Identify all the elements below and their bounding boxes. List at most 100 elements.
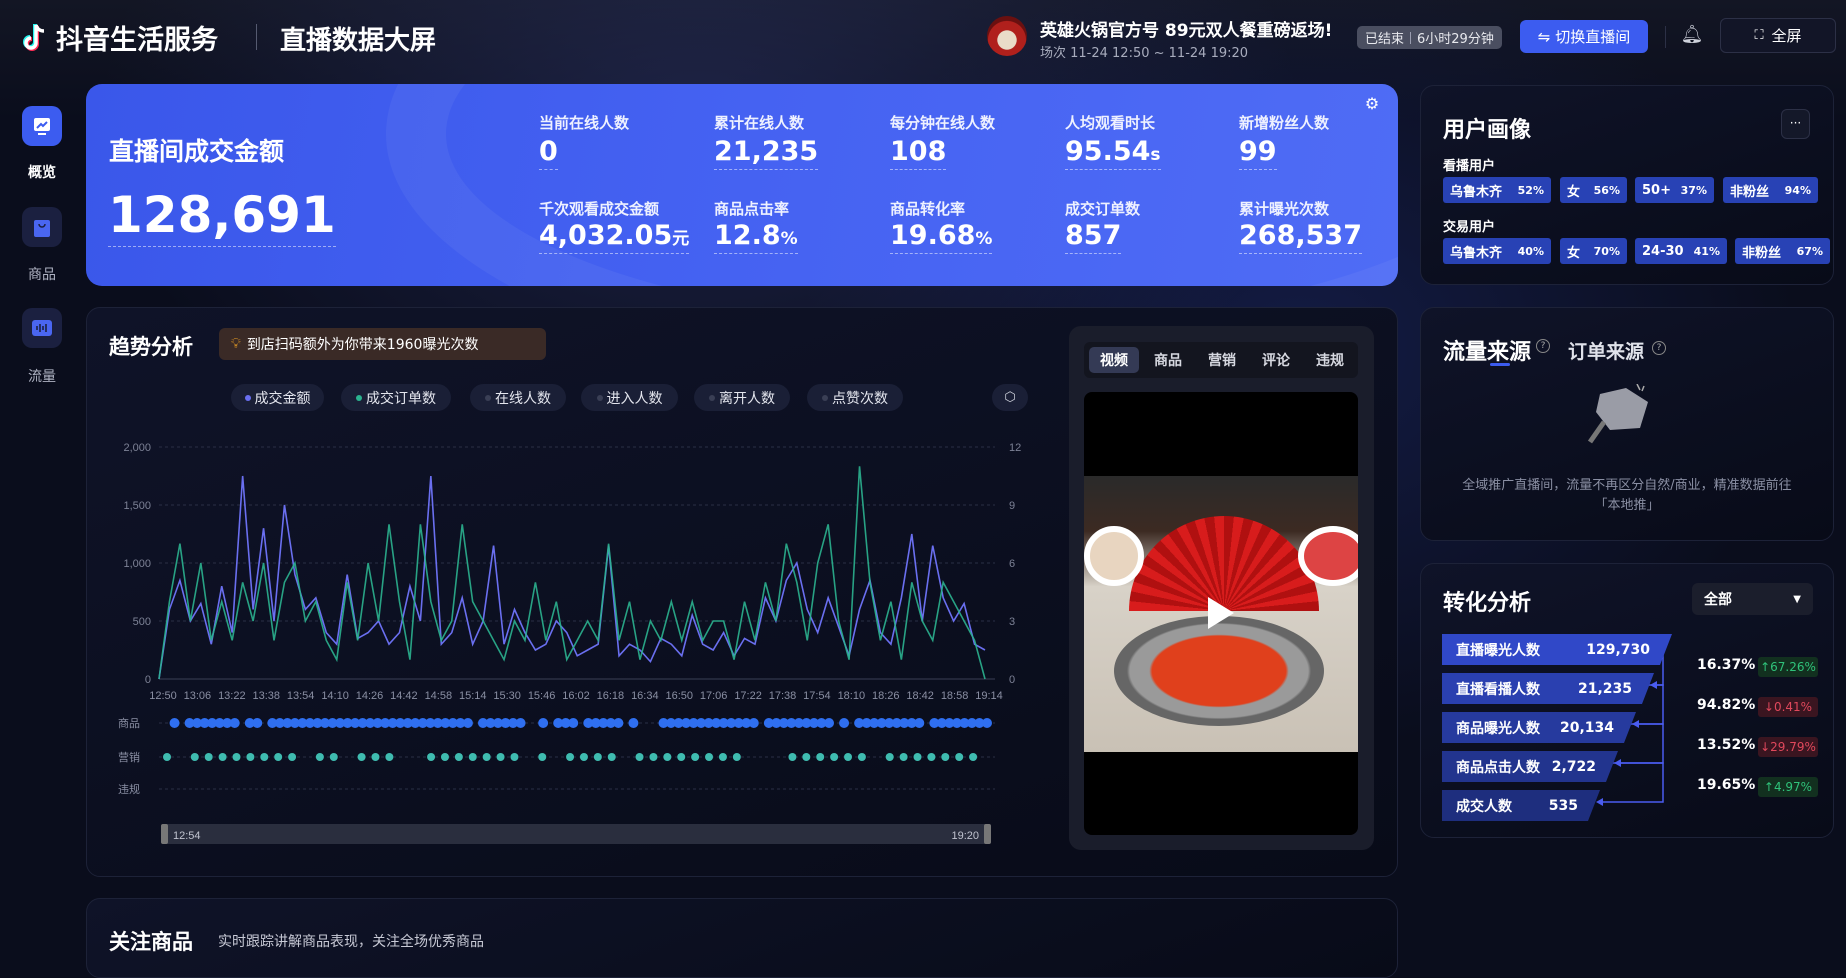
event-dot [741,718,752,728]
event-dot [568,718,579,728]
tag-name: 非粉丝 [1730,184,1770,200]
settings-sliders-icon[interactable]: ⚙︎ [1364,94,1380,113]
metric-label: 人均观看时长 [1065,114,1156,132]
local-push-link[interactable]: 「本地推」 [1594,498,1660,513]
event-dot [553,718,564,728]
video-tab[interactable]: 营销 [1208,353,1236,369]
portrait-tag: 50+ 37% [1635,177,1714,203]
portrait-tag: 非粉丝 67% [1735,238,1830,264]
slider-handle-right [984,824,991,844]
help-icon[interactable]: ? [1536,339,1550,353]
event-dot [192,718,203,728]
play-icon[interactable] [1208,597,1234,629]
event-dot [941,753,950,761]
legend-chip[interactable]: 点赞次数 [807,384,903,411]
legend-label: 点赞次数 [832,390,888,407]
video-tab[interactable]: 视频 [1089,347,1139,373]
tab-traffic-source[interactable]: 流量来源 [1443,340,1532,365]
conversion-rate: 94.82% [1697,697,1756,713]
step-value: 129,730 [1586,641,1650,658]
chart-settings-icon[interactable]: ⬡ [992,384,1028,411]
event-dot [583,718,594,728]
video-tab[interactable]: 违规 [1316,353,1344,369]
legend-chip[interactable]: 离开人数 [694,384,790,411]
metric-label: 当前在线人数 [539,114,630,132]
caret-down-icon: ▼ [1793,593,1801,605]
event-dot [304,718,315,728]
conversion-filter-select[interactable]: 全部 ▼ [1692,583,1813,615]
event-dot [663,753,672,761]
sidebar-item-products[interactable] [22,207,62,247]
x-tick: 15:14 [459,690,487,702]
step-label: 直播看播人数 [1456,681,1540,698]
legend-chip[interactable]: 在线人数 [470,384,566,411]
event-dot [801,718,812,728]
tag-name: 乌鲁木齐 [1450,184,1503,200]
portrait-group-label: 看播用户 [1443,159,1496,174]
more-button[interactable]: ··· [1781,109,1810,139]
event-dot [628,718,639,728]
event-dot [673,718,684,728]
event-dot [447,718,458,728]
expand-icon: ⛶ [1754,28,1764,43]
event-dot [440,718,451,728]
event-dot [425,718,436,728]
event-dot [857,753,866,761]
y-left-tick: 0 [145,674,151,686]
x-tick: 17:06 [700,690,728,702]
legend-dot-icon [485,394,491,401]
video-tab[interactable]: 商品 [1154,353,1182,369]
event-dot [357,718,368,728]
event-dot [959,718,970,728]
funnel-step: 直播曝光人数 129,730 [1442,634,1672,665]
conversion-rate: 19.65% [1697,777,1756,793]
x-tick: 17:38 [769,690,797,702]
tag-pct: 94% [1784,183,1811,197]
metric-number: 4,032.05 [539,220,673,251]
tab-order-source[interactable]: 订单来源 [1568,341,1645,363]
event-dot [319,718,330,728]
x-tick: 15:46 [528,690,556,702]
help-icon[interactable]: ? [1652,341,1666,355]
event-dot [649,753,658,761]
legend-chip[interactable]: 成交金额 [231,384,324,411]
event-dot [214,718,225,728]
x-tick: 15:30 [493,690,521,702]
event-dot [929,718,940,728]
sidebar-item-traffic[interactable] [22,308,62,348]
legend-chip[interactable]: 进入人数 [581,384,678,411]
y-right-tick: 3 [1009,616,1015,628]
shopping-bag-icon [34,220,50,237]
event-dot [289,718,300,728]
event-dot [748,718,759,728]
metric-number: 108 [890,136,947,167]
portrait-title: 用户画像 [1443,118,1532,143]
metric-number: 21,235 [714,136,819,167]
event-dot [891,718,902,728]
event-dot [884,718,895,728]
event-dot [876,718,887,728]
video-tab[interactable]: 评论 [1262,353,1290,369]
bell-icon[interactable]: 🔔︎ [1680,24,1704,45]
event-dot [966,718,977,728]
change-badge: ↓0.41% [1758,697,1818,717]
metric-value: 4,032.05元 [539,220,690,254]
sidebar-item-overview[interactable] [22,106,62,146]
fullscreen-button[interactable]: ⛶ 全屏 [1720,18,1836,53]
metric-unit: % [780,229,798,249]
event-dot [342,718,353,728]
video-player[interactable] [1084,392,1358,835]
empty-state-icon [1587,384,1648,444]
portrait-tag: 女 70% [1560,238,1627,264]
event-dot [385,753,394,761]
event-dot [477,718,488,728]
legend-chip[interactable]: 成交订单数 [341,384,451,411]
event-dot [788,753,797,761]
tag-pct: 67% [1796,244,1823,258]
switch-live-button[interactable]: ⇋ 切换直播间 [1520,20,1648,53]
funnel-connectors [1596,645,1664,806]
event-dot [969,753,978,761]
x-tick: 14:58 [425,690,453,702]
x-tick: 16:18 [597,690,625,702]
event-dot [816,753,825,761]
